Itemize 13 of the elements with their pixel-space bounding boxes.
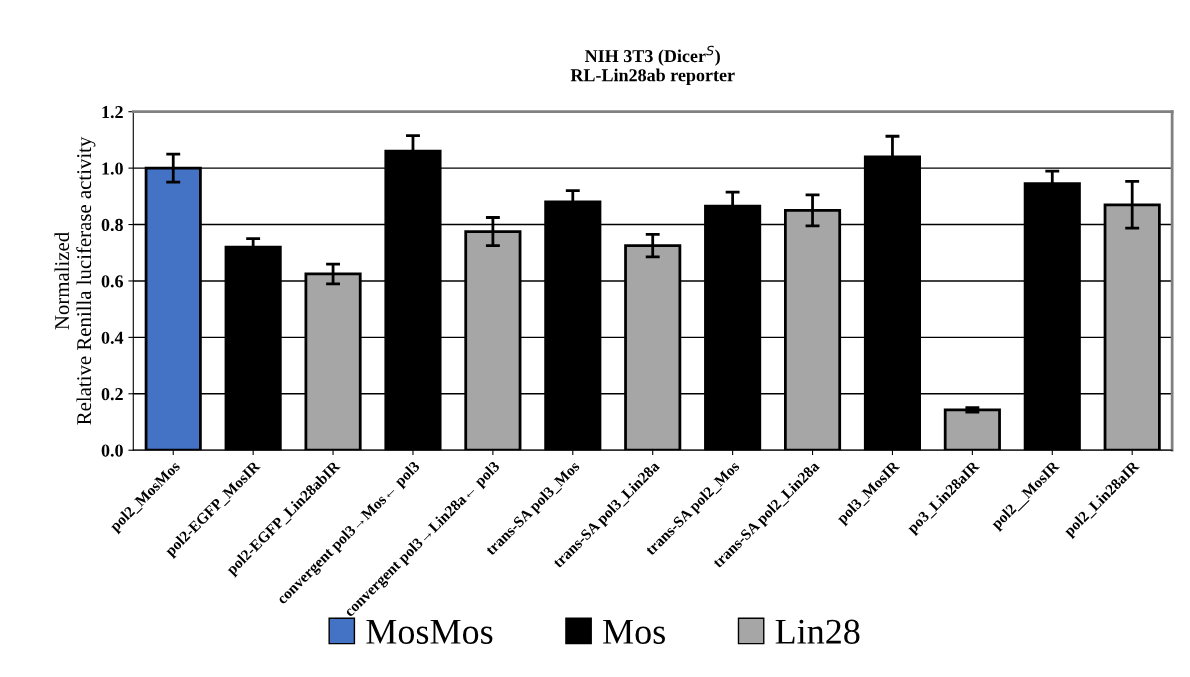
y-tick-label: 1.0: [102, 162, 123, 175]
y-tick-label: 1.2: [102, 106, 123, 119]
legend-label: Lin28: [775, 619, 860, 644]
y-tick-label: 0.2: [101, 388, 123, 401]
y-tick-label: 0.6: [101, 275, 124, 288]
y-tick-label: 0.8: [101, 218, 123, 232]
y-tick-label: 0.4: [101, 331, 124, 344]
chart-title: NIH 3T3 (Dicer$^{S}$) RL-Lin28ab reporter: [570, 45, 735, 85]
y-tick-label: 0.0: [101, 444, 123, 457]
legend-label: Mos: [603, 619, 665, 644]
bar: [943, 408, 1001, 451]
legend-label: MosMos: [366, 619, 493, 644]
y-axis-title: Normalized Relative Renilla luciferase activity: [54, 136, 96, 425]
